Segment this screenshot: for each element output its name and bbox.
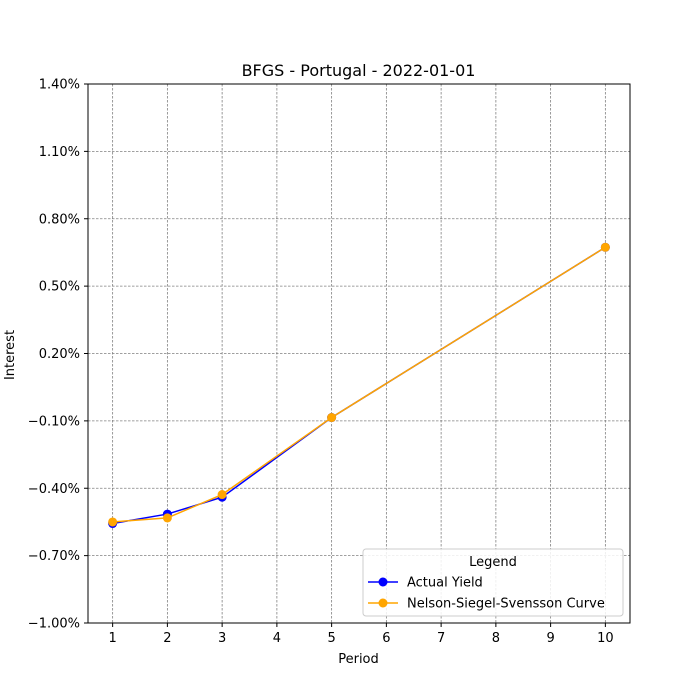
- legend-title: Legend: [469, 555, 517, 570]
- series: [108, 242, 610, 529]
- y-tick-label: −0.10%: [28, 414, 80, 429]
- x-tick-label: 9: [546, 631, 554, 646]
- y-tick-label: −1.00%: [28, 617, 80, 632]
- y-axis-label: Interest: [3, 330, 18, 380]
- legend-label-1: Actual Yield: [407, 576, 483, 591]
- legend-marker-2: [378, 598, 388, 608]
- y-tick-label: −0.70%: [28, 549, 80, 564]
- x-tick-label: 1: [108, 631, 116, 646]
- series-line-2: [112, 246, 606, 523]
- y-tick-label: 0.80%: [39, 212, 80, 227]
- x-tick-label: 10: [597, 631, 614, 646]
- y-tick-label: −0.40%: [28, 482, 80, 497]
- series-2-point: [600, 242, 610, 252]
- x-tick-label: 4: [273, 631, 281, 646]
- y-tick-label: 0.20%: [39, 347, 80, 362]
- x-tick-label: 6: [382, 631, 390, 646]
- x-tick-label: 7: [437, 631, 445, 646]
- y-tick-label: 1.10%: [39, 145, 80, 160]
- y-tick-label: 1.40%: [39, 78, 80, 93]
- chart-title: BFGS - Portugal - 2022-01-01: [242, 61, 476, 80]
- y-tick-label: 0.50%: [39, 280, 80, 295]
- series-2-point: [327, 413, 337, 423]
- grid: [88, 83, 630, 624]
- x-tick-label: 3: [218, 631, 226, 646]
- series-line-1: [112, 246, 606, 525]
- series-2-point: [162, 513, 172, 523]
- series-2-point: [108, 517, 118, 527]
- legend: Legend Actual Yield Nelson-Siegel-Svensso…: [362, 548, 624, 617]
- legend-label-2: Nelson-Siegel-Svensson Curve: [407, 597, 605, 612]
- x-axis-label: Period: [338, 652, 379, 667]
- legend-box: [362, 548, 624, 617]
- x-tick-label: 8: [492, 631, 500, 646]
- axis-ticks: 1 2 3 4 5 6 7 8 9 10 −1.00% −0.70% −0.40% −0.10% 0.20%…: [28, 78, 614, 647]
- series-2-point: [217, 490, 227, 500]
- x-tick-label: 5: [327, 631, 335, 646]
- x-tick-label: 2: [163, 631, 171, 646]
- legend-marker-1: [378, 577, 388, 587]
